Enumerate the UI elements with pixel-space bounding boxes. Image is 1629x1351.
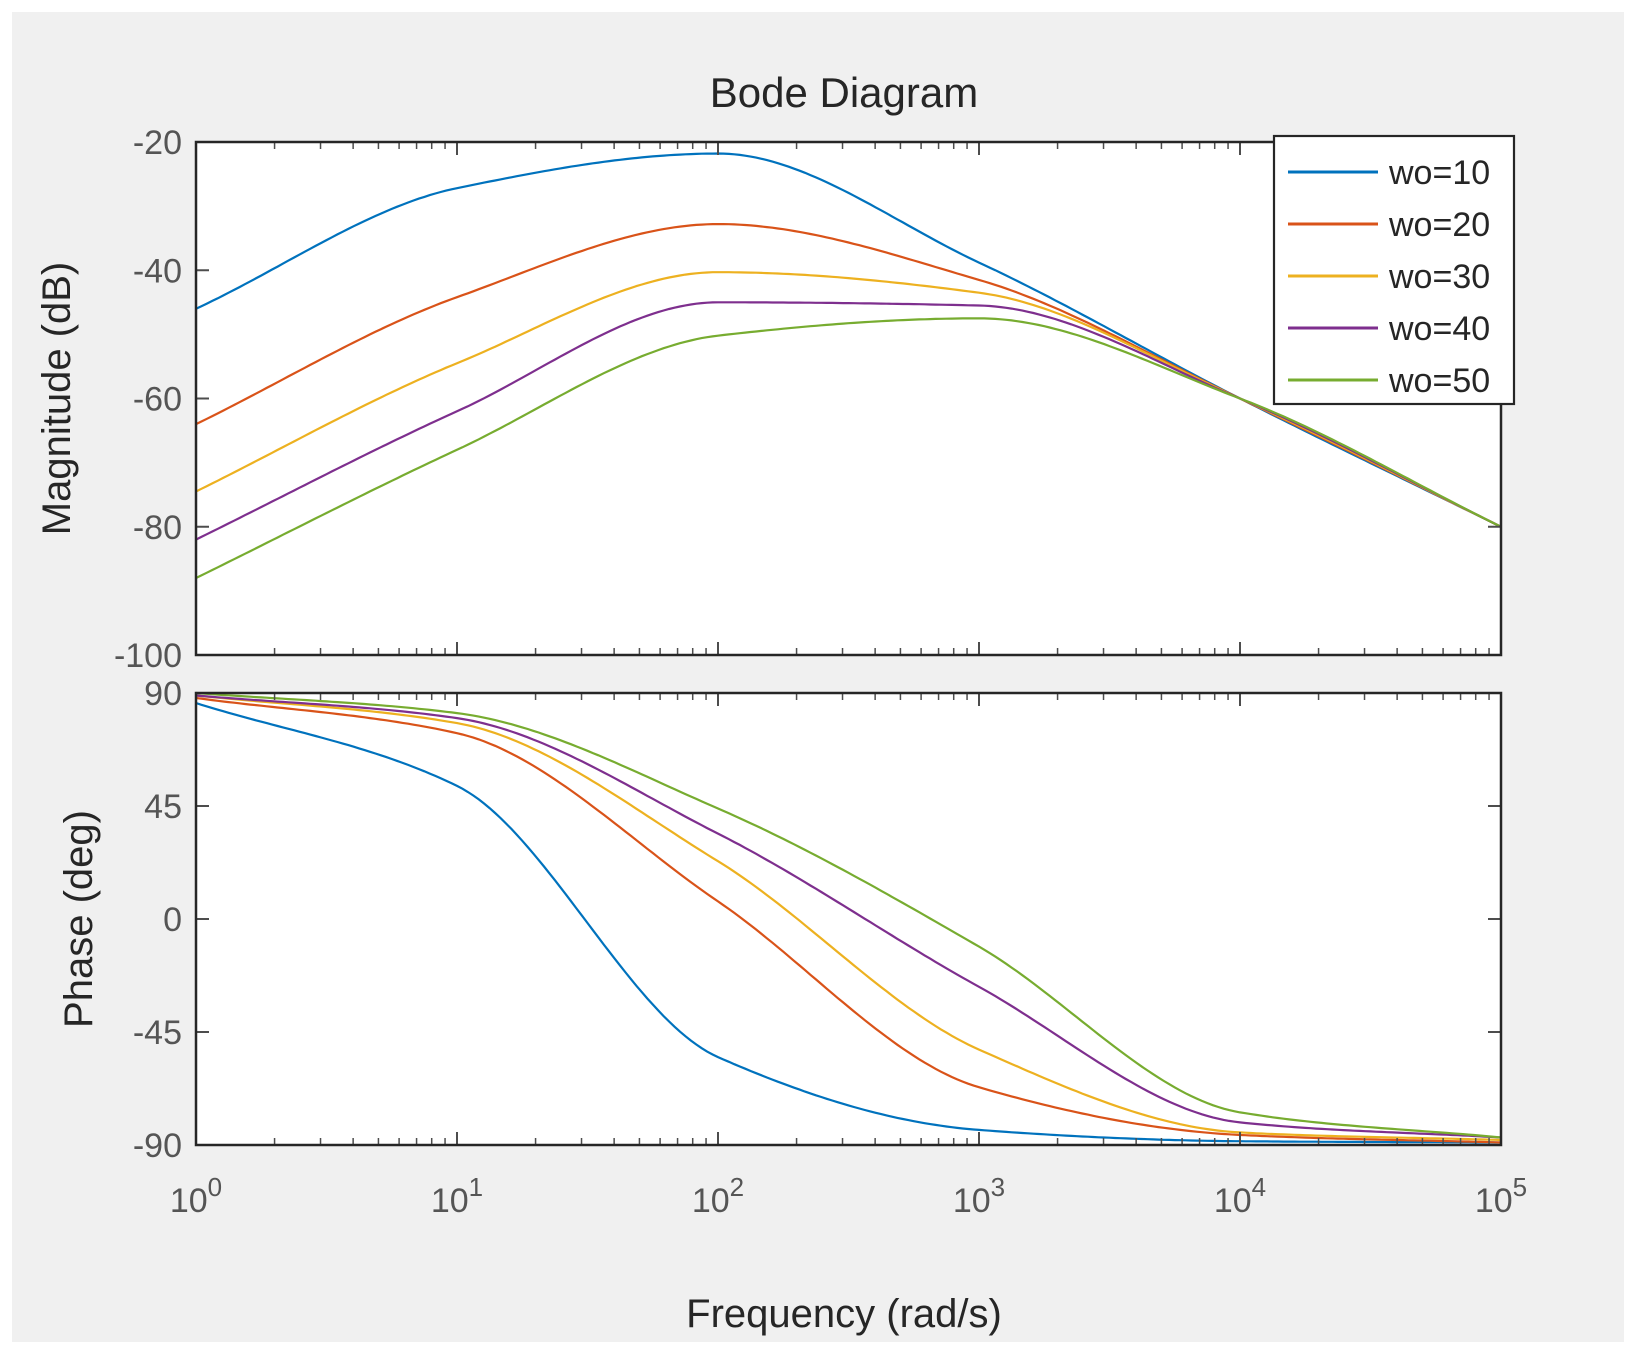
x-tick-label: 104 <box>1214 1172 1266 1220</box>
phase-series-wo-10 <box>195 701 1501 1144</box>
phase-y-tick-label: 45 <box>144 788 182 826</box>
legend-label-wo-40: wo=40 <box>1388 310 1490 348</box>
x-axis-title: Frequency (rad/s) <box>686 1292 1002 1336</box>
phase-series-wo-30 <box>195 694 1502 1142</box>
chart-title: Bode Diagram <box>710 69 978 116</box>
phase-series-wo-20 <box>195 696 1502 1144</box>
legend: wo=10 wo=20 wo=30 wo=40 wo=50 <box>1272 134 1516 406</box>
magnitude-y-tick-label: -40 <box>133 252 182 290</box>
bode-diagram-chart: Bode Diagram Frequency (rad/s) -20 -40 -60… <box>35 69 1527 1336</box>
magnitude-series-wo-50 <box>195 317 1502 579</box>
phase-series-wo-50 <box>195 691 1502 1139</box>
phase-plot-area <box>196 693 1501 1145</box>
magnitude-y-axis-title: Magnitude (dB) <box>35 262 79 535</box>
legend-label-wo-50: wo=50 <box>1388 362 1490 400</box>
phase-y-tick-label: -90 <box>133 1127 182 1165</box>
magnitude-y-tick-label: -60 <box>133 381 182 419</box>
magnitude-y-tick-label: -80 <box>133 509 182 547</box>
x-tick-label: 105 <box>1475 1172 1527 1220</box>
x-tick-label: 103 <box>953 1172 1005 1220</box>
phase-series-wo-40 <box>195 694 1502 1139</box>
phase-axes: 90 45 0 -45 -90 Phase (deg) <box>57 675 1503 1165</box>
figure: Bode Diagram Frequency (rad/s) -20 -40 -60… <box>12 12 1624 1342</box>
x-tick-label: 100 <box>170 1172 222 1220</box>
x-tick-label: 102 <box>692 1172 744 1220</box>
x-tick-label: 101 <box>431 1172 483 1220</box>
phase-y-tick-label: 90 <box>144 675 182 713</box>
phase-y-axis-title: Phase (deg) <box>57 810 101 1028</box>
phase-y-tick-label: 0 <box>163 901 182 939</box>
magnitude-y-tick-label: -20 <box>133 124 182 162</box>
legend-box <box>1272 134 1516 406</box>
phase-y-tick-label: -45 <box>133 1014 182 1052</box>
magnitude-y-tick-label: -100 <box>114 637 182 675</box>
legend-label-wo-10: wo=10 <box>1388 154 1490 192</box>
legend-label-wo-20: wo=20 <box>1388 206 1490 244</box>
legend-label-wo-30: wo=30 <box>1388 258 1490 296</box>
phase-axes-frame <box>194 691 1503 1147</box>
